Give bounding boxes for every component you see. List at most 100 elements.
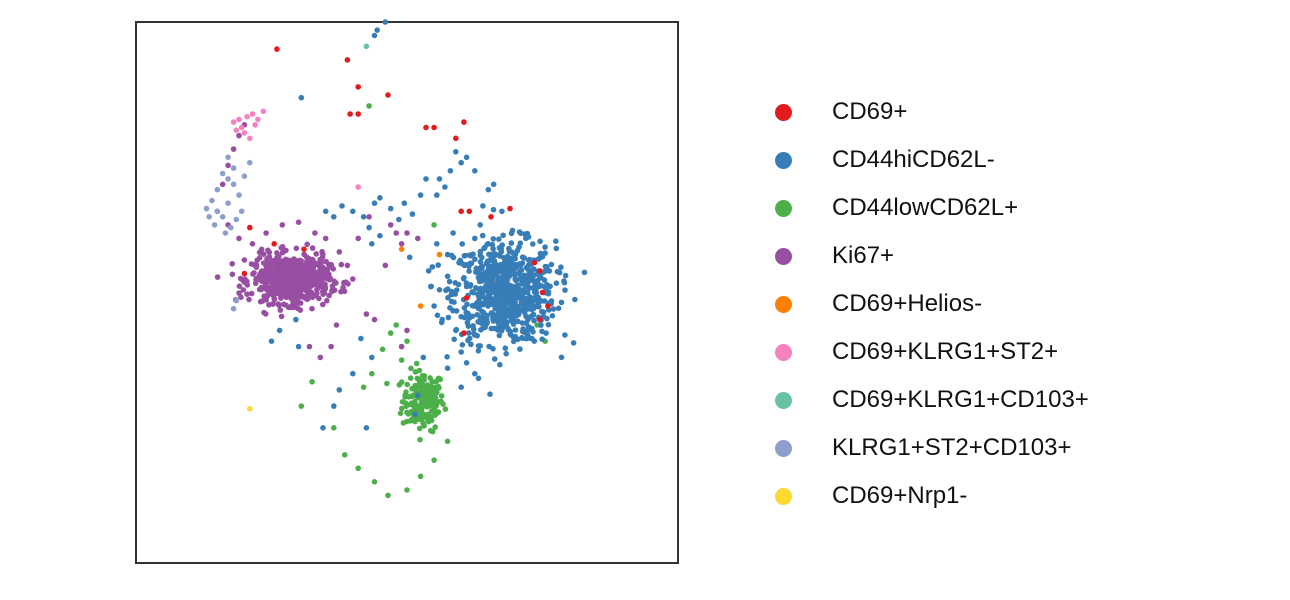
point-ki67p	[382, 262, 389, 269]
point-cd44hicd62ln	[516, 244, 522, 250]
point-ki67p	[324, 297, 330, 304]
point-ki67p	[268, 275, 274, 281]
point-cd44lowcd62lp	[432, 424, 439, 430]
legend-label-cd44hicd62l: CD44hiCD62L-	[832, 146, 995, 173]
legend-item-cd69: CD69+	[770, 88, 1089, 136]
point-cd44hicd62ln	[508, 289, 514, 295]
point-cd69p	[271, 241, 278, 247]
point-cd44hicd62ln	[298, 94, 305, 101]
point-ki67p	[259, 298, 265, 304]
point-ki67p	[246, 296, 252, 303]
point-cd44hicd62ln	[542, 244, 548, 250]
point-cd44hicd62ln	[445, 294, 451, 301]
point-cd44hicd62ln	[474, 312, 481, 318]
point-cd44lowcd62lp	[405, 411, 412, 417]
point-cd44hicd62ln	[531, 317, 537, 324]
point-ki67p	[230, 146, 237, 152]
point-ki67p	[398, 343, 405, 350]
point-cd44hicd62ln	[503, 287, 510, 294]
legend-label-cd69: CD69+	[832, 98, 908, 125]
point-cd44lowcd62lp	[366, 103, 372, 109]
point-cd44lowcd62lp	[369, 370, 375, 377]
point-cd44hicd62ln	[465, 323, 472, 330]
point-cd44hicd62ln	[396, 216, 402, 223]
point-cd44hicd62ln	[506, 300, 513, 307]
point-cd44hicd62ln	[562, 332, 568, 338]
point-ki67p	[404, 327, 410, 334]
point-klrg1pst2pcd103p	[222, 230, 229, 236]
point-ki67p	[248, 261, 255, 267]
point-ki67p	[229, 261, 235, 267]
point-cd44lowcd62lp	[432, 395, 439, 401]
point-cd44hicd62ln	[473, 285, 479, 291]
point-cd44hicd62ln	[504, 256, 510, 262]
point-klrg1pst2pcd103p	[206, 214, 212, 220]
point-ki67p	[301, 285, 308, 292]
point-cd44hicd62ln	[548, 261, 555, 268]
legend: CD69+ CD44hiCD62L- CD44lowCD62L+ Ki67+ C…	[770, 88, 1089, 520]
point-cd44hicd62ln	[374, 27, 381, 33]
point-cd44hicd62ln	[526, 257, 532, 264]
point-ki67p	[393, 230, 400, 236]
point-ki67p	[253, 276, 259, 283]
point-cd44hicd62ln	[489, 268, 496, 275]
point-cd44lowcd62lp	[435, 375, 442, 382]
point-cd44hicd62ln	[444, 365, 451, 372]
point-cd69p	[461, 119, 467, 125]
point-cd44hicd62ln	[358, 335, 364, 342]
point-cd69pklrg1pst2p	[252, 122, 258, 128]
point-cd69p	[347, 111, 353, 117]
point-ki67p	[285, 276, 291, 282]
point-cd44hicd62ln	[483, 282, 490, 289]
point-ki67p	[283, 294, 290, 301]
point-ki67p	[317, 257, 324, 264]
point-cd69p	[241, 270, 248, 277]
point-cd44hicd62ln	[366, 224, 372, 231]
point-cd44hicd62ln	[550, 306, 557, 312]
point-cd44hicd62ln	[496, 332, 503, 339]
point-cd44hicd62ln	[553, 238, 559, 244]
point-ki67p	[314, 269, 320, 276]
point-klrg1pst2pcd103p	[214, 186, 221, 193]
point-cd69p	[355, 111, 362, 117]
point-cd44lowcd62lp	[419, 416, 425, 423]
point-cd44hicd62ln	[498, 261, 504, 268]
point-cd44hicd62ln	[497, 304, 503, 311]
point-cd44hicd62ln	[530, 304, 537, 310]
point-cd44hicd62ln	[465, 337, 471, 344]
point-cd69p	[301, 246, 307, 252]
point-cd44lowcd62lp	[431, 457, 437, 464]
point-ki67p	[244, 291, 250, 298]
point-cd44hicd62ln	[459, 241, 466, 247]
point-cd44hicd62ln	[458, 349, 465, 355]
point-cd44hicd62ln	[452, 280, 459, 286]
point-ki67p	[241, 257, 248, 263]
point-cd44hicd62ln	[480, 287, 486, 294]
point-ki67p	[290, 303, 296, 310]
legend-marker-ki67	[775, 247, 792, 265]
point-cd44lowcd62lp	[425, 417, 432, 424]
point-cd69p	[537, 316, 543, 323]
point-ki67p	[319, 269, 326, 275]
point-ki67p	[327, 275, 334, 282]
legend-marker-cd69	[775, 103, 792, 121]
point-ki67p	[253, 262, 259, 268]
point-ki67p	[256, 254, 263, 261]
point-cd44hicd62ln	[523, 284, 529, 290]
point-cd44hicd62ln	[377, 232, 383, 239]
point-ki67p	[271, 280, 278, 287]
point-cd44lowcd62lp	[407, 375, 414, 381]
point-cd44hicd62ln	[434, 312, 441, 319]
point-ki67p	[326, 261, 332, 268]
point-klrg1pst2pcd103p	[233, 297, 240, 304]
point-cd44hicd62ln	[512, 272, 518, 279]
point-cd44hicd62ln	[490, 262, 496, 269]
point-cd44hicd62ln	[562, 272, 569, 279]
point-cd44hicd62ln	[463, 154, 470, 161]
point-cd44lowcd62lp	[404, 418, 410, 425]
point-cd44hicd62ln	[295, 343, 302, 350]
points-layer	[203, 19, 588, 499]
point-cd44hicd62ln	[494, 280, 500, 287]
point-cd44hicd62ln	[485, 186, 492, 193]
point-cd44hicd62ln	[415, 392, 421, 399]
